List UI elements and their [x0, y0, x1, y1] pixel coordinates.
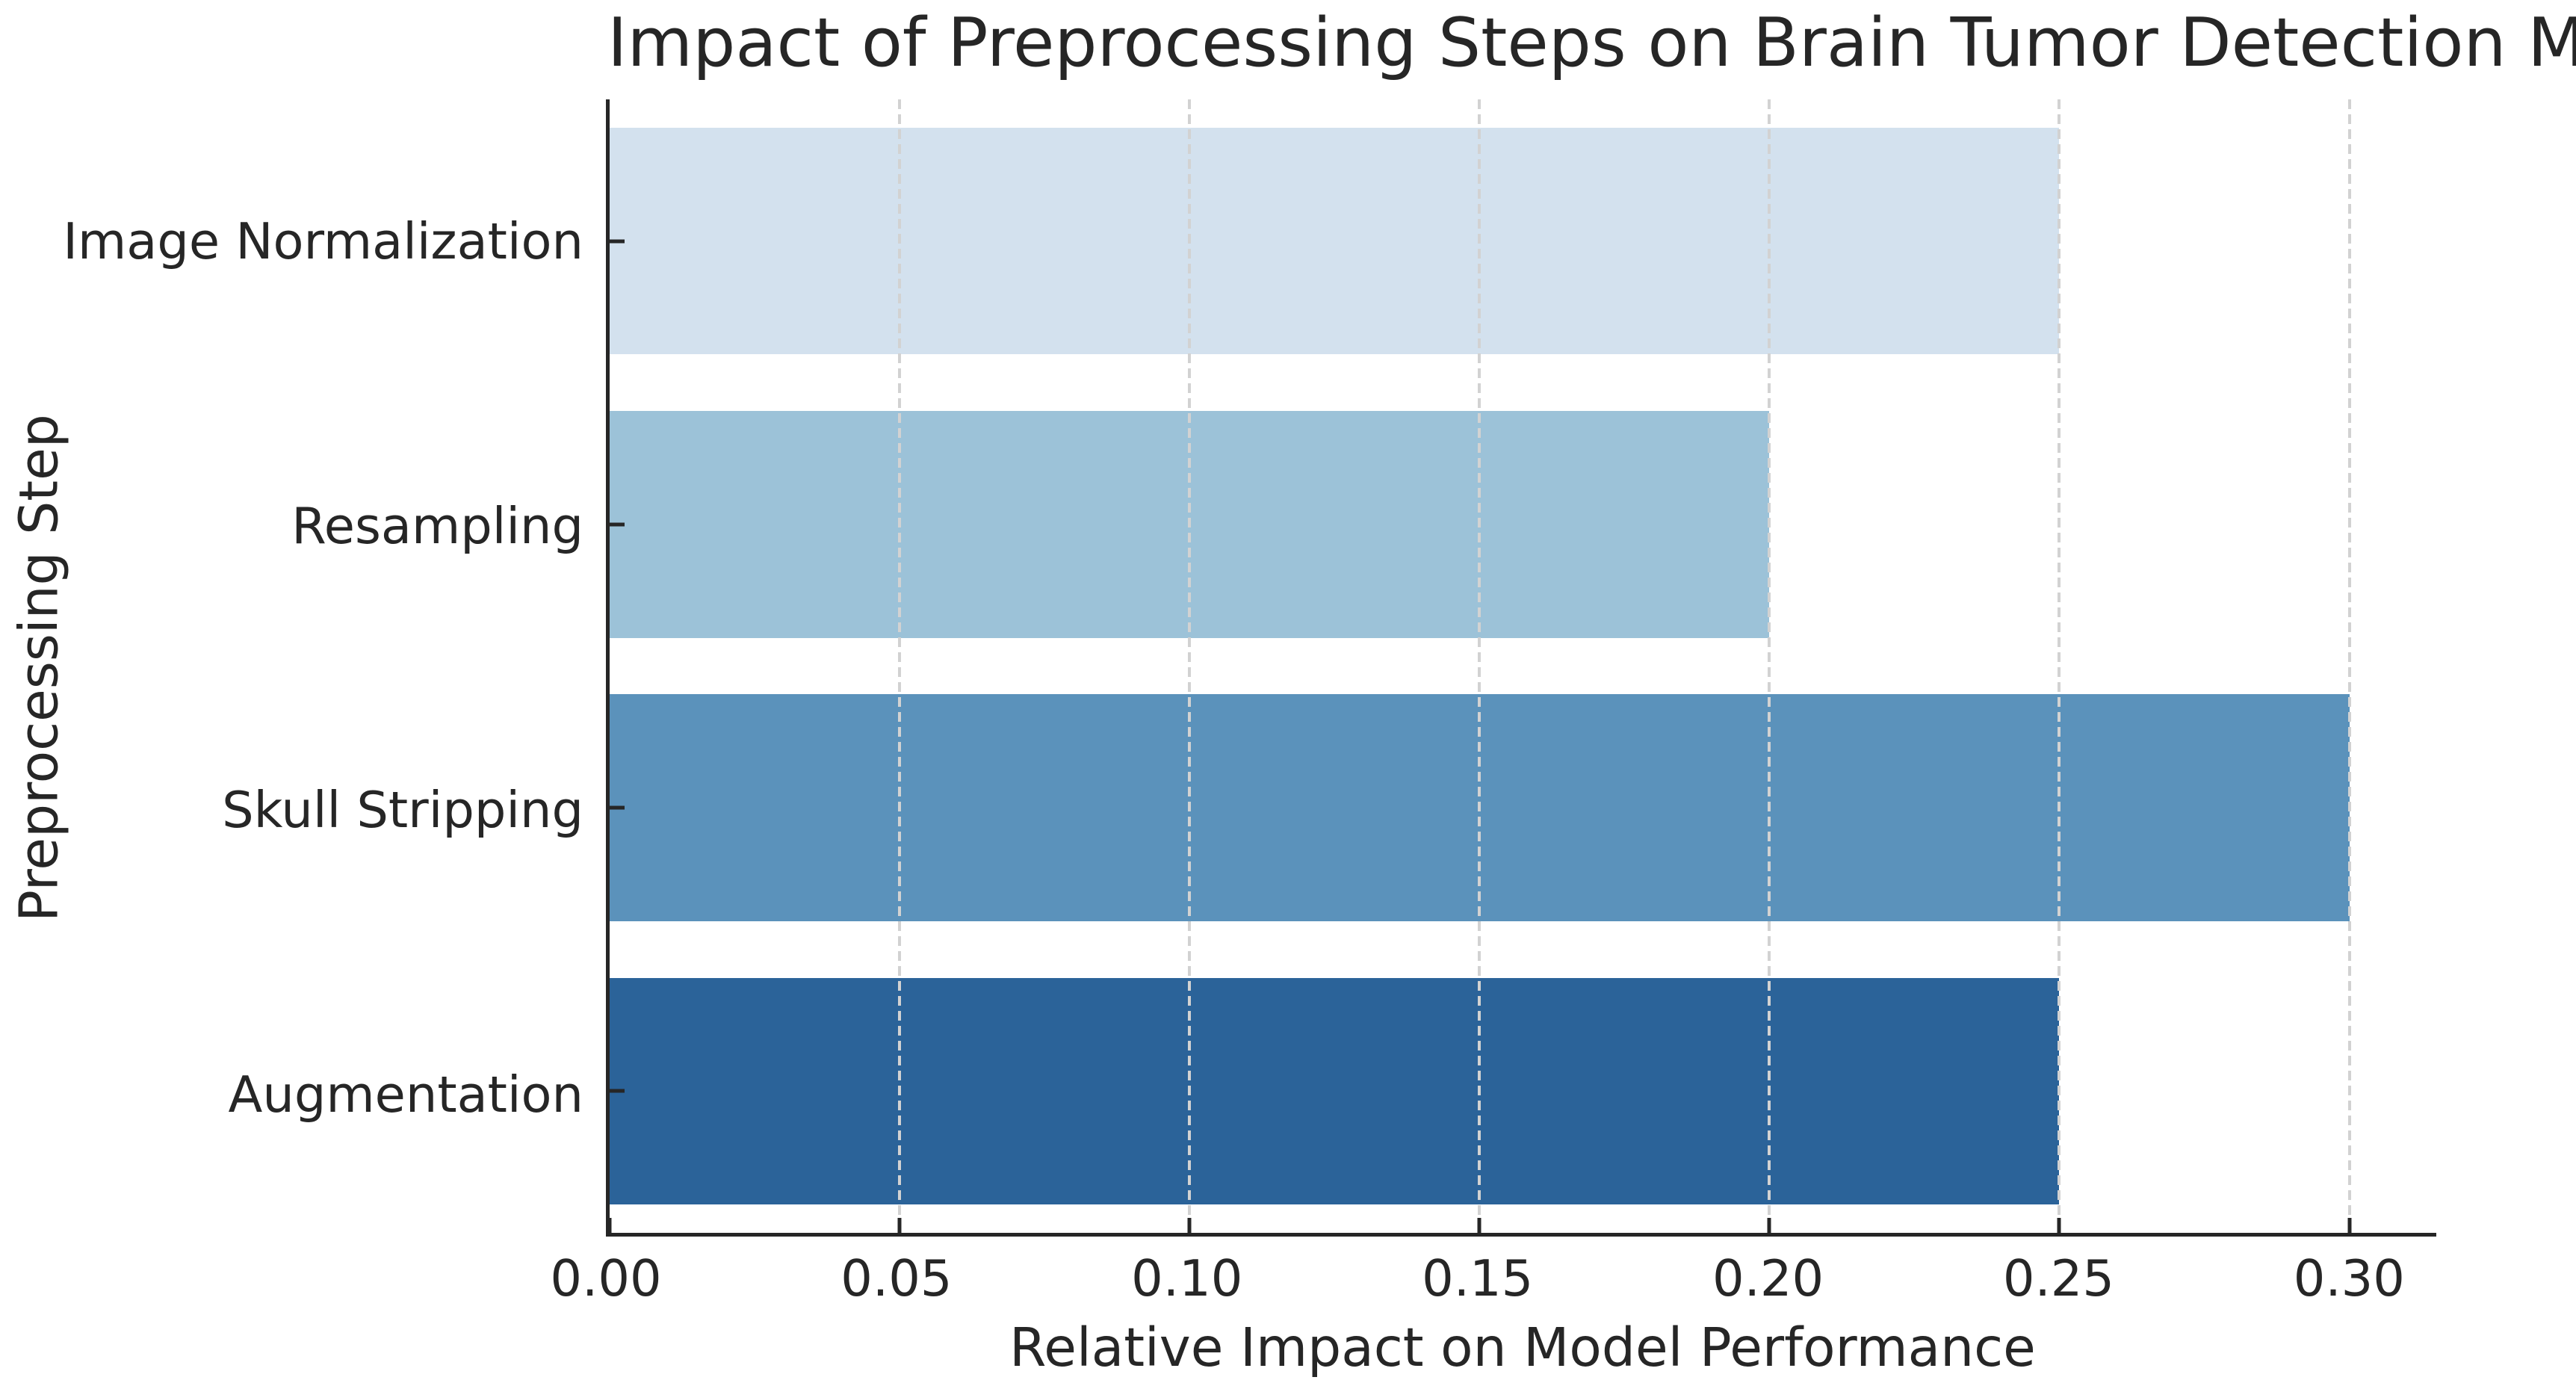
gridline-x-0.10 — [1188, 99, 1192, 1233]
y-tick-label-resampling: Resampling — [291, 496, 583, 555]
y-tick-label-skull-stripping: Skull Stripping — [222, 781, 583, 840]
chart-title: Impact of Preprocessing Steps on Brain T… — [607, 4, 2576, 82]
x-tick-label-0.25: 0.25 — [2002, 1249, 2115, 1308]
x-tick-mark — [897, 1218, 902, 1233]
y-tick-mark — [610, 805, 625, 810]
x-tick-label-0.05: 0.05 — [840, 1249, 953, 1308]
x-tick-label-0.15: 0.15 — [1422, 1249, 1534, 1308]
gridline-x-0.30 — [2347, 99, 2351, 1233]
x-tick-mark — [2057, 1218, 2061, 1233]
x-tick-mark — [607, 1218, 612, 1233]
y-tick-label-augmentation: Augmentation — [228, 1065, 583, 1124]
x-tick-mark — [1477, 1218, 1481, 1233]
y-tick-labels: Image Normalization Resampling Skull Strip… — [0, 99, 583, 1237]
gridline-x-0.25 — [2058, 99, 2061, 1233]
bar-image-normalization — [610, 127, 2060, 355]
tick-marks-layer — [607, 99, 2436, 1233]
gridline-x-0.05 — [898, 99, 902, 1233]
plot-area — [606, 99, 2436, 1237]
y-tick-label-image-normalization: Image Normalization — [63, 212, 583, 271]
x-tick-label-0.00: 0.00 — [550, 1249, 662, 1308]
x-tick-mark — [2347, 1218, 2352, 1233]
x-tick-label-0.30: 0.30 — [2293, 1249, 2405, 1308]
x-axis-label: Relative Impact on Model Performance — [1009, 1317, 2036, 1379]
bar-augmentation — [610, 977, 2060, 1205]
gridlines-layer — [610, 99, 2436, 1233]
x-tick-label-0.20: 0.20 — [1712, 1249, 1824, 1308]
y-tick-mark — [610, 239, 625, 244]
gridline-x-0.15 — [1478, 99, 1481, 1233]
y-tick-mark — [610, 1089, 625, 1093]
gridline-x-0.20 — [1768, 99, 1771, 1233]
x-tick-label-0.10: 0.10 — [1131, 1249, 1243, 1308]
y-tick-mark — [610, 522, 625, 527]
x-tick-mark — [1187, 1218, 1192, 1233]
x-tick-labels: 0.00 0.05 0.10 0.15 0.20 0.25 0.30 — [550, 1249, 2436, 1317]
x-tick-mark — [1767, 1218, 1771, 1233]
